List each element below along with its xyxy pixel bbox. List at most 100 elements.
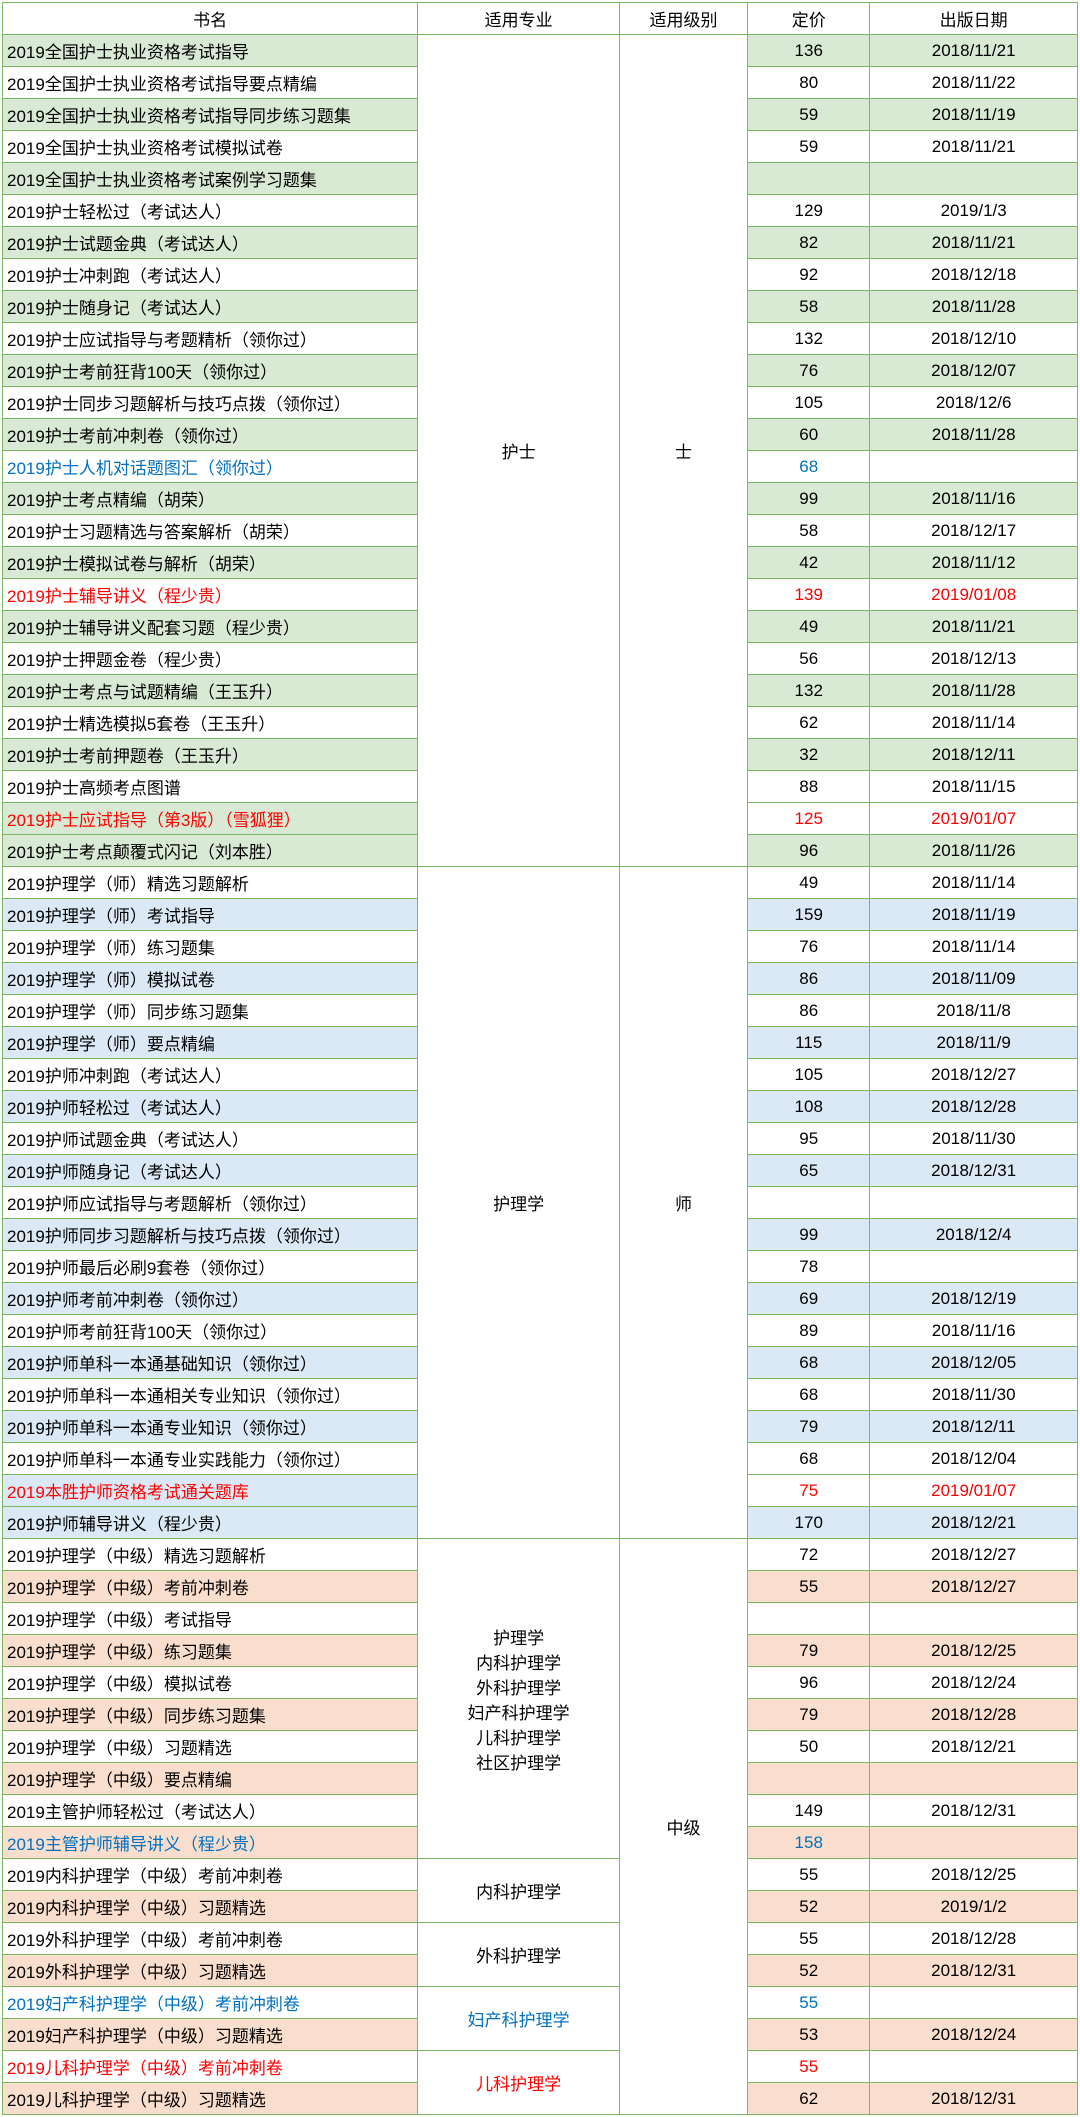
cell: 68 — [748, 1443, 870, 1475]
cell: 52 — [748, 1955, 870, 1987]
cell: 2018/12/18 — [870, 259, 1078, 291]
header-name: 书名 — [3, 3, 418, 35]
cell: 60 — [748, 419, 870, 451]
cell: 2018/11/21 — [870, 611, 1078, 643]
cell: 2019全国护士执业资格考试模拟试卷 — [3, 131, 418, 163]
cell: 2018/12/27 — [870, 1059, 1078, 1091]
cell: 2019护士试题金典（考试达人） — [3, 227, 418, 259]
cell: 32 — [748, 739, 870, 771]
cell: 55 — [748, 2051, 870, 2083]
cell — [748, 1763, 870, 1795]
cell: 2019护理学（中级）精选习题解析 — [3, 1539, 418, 1571]
cell — [870, 163, 1078, 195]
cell — [748, 1187, 870, 1219]
books-table: 书名 适用专业 适用级别 定价 出版日期 2019全国护士执业资格考试指导护士士… — [2, 2, 1078, 2115]
cell — [870, 451, 1078, 483]
cell: 2019护师同步习题解析与技巧点拨（领你过） — [3, 1219, 418, 1251]
cell: 2019护师考前狂背100天（领你过） — [3, 1315, 418, 1347]
cell: 2019全国护士执业资格考试指导 — [3, 35, 418, 67]
major-cell: 护士 — [418, 35, 620, 867]
cell: 2018/12/21 — [870, 1507, 1078, 1539]
cell: 2019护士同步习题解析与技巧点拨（领你过） — [3, 387, 418, 419]
cell: 2018/12/31 — [870, 2083, 1078, 2115]
cell: 132 — [748, 323, 870, 355]
cell: 2019/1/3 — [870, 195, 1078, 227]
cell: 95 — [748, 1123, 870, 1155]
cell: 2019护师应试指导与考题解析（领你过） — [3, 1187, 418, 1219]
cell: 2018/12/6 — [870, 387, 1078, 419]
level-cell: 士 — [619, 35, 747, 867]
cell: 2019/01/08 — [870, 579, 1078, 611]
cell: 2018/11/8 — [870, 995, 1078, 1027]
cell: 2019全国护士执业资格考试案例学习题集 — [3, 163, 418, 195]
cell: 136 — [748, 35, 870, 67]
cell — [748, 163, 870, 195]
cell: 2018/12/27 — [870, 1571, 1078, 1603]
cell: 2019护师单科一本通相关专业知识（领你过） — [3, 1379, 418, 1411]
cell: 2019护理学（中级）模拟试卷 — [3, 1667, 418, 1699]
cell: 2019内科护理学（中级）考前冲刺卷 — [3, 1859, 418, 1891]
cell: 2019护理学（师）精选习题解析 — [3, 867, 418, 899]
cell: 2019护师单科一本通专业知识（领你过） — [3, 1411, 418, 1443]
cell: 2019护理学（中级）要点精编 — [3, 1763, 418, 1795]
cell: 2019护师最后必刷9套卷（领你过） — [3, 1251, 418, 1283]
cell — [870, 1763, 1078, 1795]
cell — [870, 1827, 1078, 1859]
cell: 2019护士轻松过（考试达人） — [3, 195, 418, 227]
cell: 2018/12/13 — [870, 643, 1078, 675]
cell: 2018/12/25 — [870, 1859, 1078, 1891]
cell: 2019护师辅导讲义（程少贵） — [3, 1507, 418, 1539]
cell: 2019护理学（中级）习题精选 — [3, 1731, 418, 1763]
cell: 86 — [748, 963, 870, 995]
cell: 2018/11/22 — [870, 67, 1078, 99]
cell: 75 — [748, 1475, 870, 1507]
cell: 115 — [748, 1027, 870, 1059]
cell: 2018/12/11 — [870, 1411, 1078, 1443]
cell: 55 — [748, 1987, 870, 2019]
cell: 2019本胜护师资格考试通关题库 — [3, 1475, 418, 1507]
cell: 92 — [748, 259, 870, 291]
cell: 59 — [748, 131, 870, 163]
cell: 2019外科护理学（中级）习题精选 — [3, 1955, 418, 1987]
table-row: 2019儿科护理学（中级）考前冲刺卷儿科护理学55 — [3, 2051, 1078, 2083]
cell: 2018/12/25 — [870, 1635, 1078, 1667]
cell: 58 — [748, 291, 870, 323]
cell: 65 — [748, 1155, 870, 1187]
cell: 2019护理学（师）模拟试卷 — [3, 963, 418, 995]
major-cell: 护理学 — [418, 867, 620, 1539]
cell: 76 — [748, 931, 870, 963]
cell: 79 — [748, 1635, 870, 1667]
cell: 62 — [748, 2083, 870, 2115]
cell: 2018/11/28 — [870, 291, 1078, 323]
cell: 2019护师轻松过（考试达人） — [3, 1091, 418, 1123]
cell: 149 — [748, 1795, 870, 1827]
header-level: 适用级别 — [619, 3, 747, 35]
cell: 2019护理学（师）练习题集 — [3, 931, 418, 963]
cell: 2018/11/26 — [870, 835, 1078, 867]
cell: 79 — [748, 1411, 870, 1443]
cell: 2019/1/2 — [870, 1891, 1078, 1923]
cell: 2019护士押题金卷（程少贵） — [3, 643, 418, 675]
major-cell: 儿科护理学 — [418, 2051, 620, 2115]
cell: 68 — [748, 451, 870, 483]
cell: 2019/01/07 — [870, 1475, 1078, 1507]
cell: 2018/11/12 — [870, 547, 1078, 579]
cell: 2018/11/30 — [870, 1379, 1078, 1411]
cell: 80 — [748, 67, 870, 99]
cell: 2018/11/30 — [870, 1123, 1078, 1155]
cell: 2019护士人机对话题图汇（领你过） — [3, 451, 418, 483]
cell — [748, 1603, 870, 1635]
cell: 2018/11/16 — [870, 1315, 1078, 1347]
cell: 49 — [748, 867, 870, 899]
table-row: 2019护理学（中级）精选习题解析护理学内科护理学外科护理学妇产科护理学儿科护理… — [3, 1539, 1078, 1571]
cell: 2018/11/09 — [870, 963, 1078, 995]
cell: 59 — [748, 99, 870, 131]
level-cell: 师 — [619, 867, 747, 1539]
cell: 129 — [748, 195, 870, 227]
cell: 2018/12/19 — [870, 1283, 1078, 1315]
cell: 2018/12/24 — [870, 1667, 1078, 1699]
cell: 2019护理学（师）考试指导 — [3, 899, 418, 931]
cell: 2019护士考点颠覆式闪记（刘本胜） — [3, 835, 418, 867]
cell: 2018/12/4 — [870, 1219, 1078, 1251]
cell: 2018/11/16 — [870, 483, 1078, 515]
